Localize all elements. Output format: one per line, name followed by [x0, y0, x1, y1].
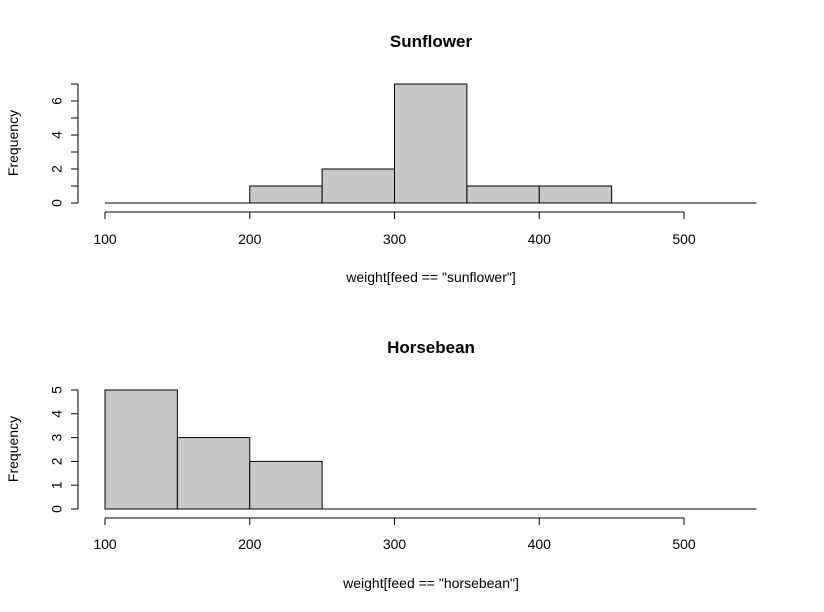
chart-title: Horsebean — [387, 338, 475, 357]
chart-title: Sunflower — [390, 32, 473, 51]
x-tick-label: 400 — [528, 536, 552, 552]
histogram-bar — [394, 83, 468, 204]
x-tick-label: 300 — [383, 231, 407, 247]
x-tick-label: 500 — [672, 536, 696, 552]
x-tick-label: 300 — [383, 536, 407, 552]
y-tick-label: 5 — [49, 386, 65, 394]
y-tick-label: 3 — [49, 433, 65, 441]
histogram-bar — [466, 185, 540, 204]
y-tick-label: 6 — [49, 97, 65, 105]
x-tick-label: 200 — [238, 536, 262, 552]
sunflower-histogram-panel: Sunflower weight[feed == "sunflower"] Fr… — [5, 32, 757, 285]
y-tick-label: 4 — [49, 410, 65, 418]
histogram-bar — [321, 168, 395, 204]
histogram-bar — [104, 389, 178, 510]
bars — [104, 389, 757, 510]
x-tick-label: 400 — [528, 231, 552, 247]
y-tick-label: 1 — [49, 481, 65, 489]
y-tick-label: 0 — [49, 505, 65, 513]
y-tick-label: 4 — [49, 131, 65, 139]
y-tick-label: 2 — [49, 165, 65, 173]
y-axis-label: Frequency — [5, 416, 21, 482]
x-tick-label: 100 — [93, 231, 117, 247]
histogram-bar — [176, 437, 251, 510]
y-axis-label: Frequency — [5, 110, 21, 176]
x-tick-label: 100 — [93, 536, 117, 552]
x-tick-label: 500 — [672, 231, 696, 247]
y-tick-label: 0 — [49, 199, 65, 207]
y-axis: 0 2 4 6 — [49, 83, 79, 207]
bars — [105, 83, 757, 204]
horsebean-histogram-panel: Horsebean weight[feed == "horsebean"] Fr… — [5, 338, 757, 591]
x-axis: 100 200 300 400 500 — [93, 211, 696, 247]
x-axis-label: weight[feed == "horsebean"] — [342, 575, 519, 591]
histogram-bar — [249, 460, 323, 510]
x-tick-label: 200 — [238, 231, 262, 247]
x-axis: 100 200 300 400 500 — [93, 517, 696, 552]
y-tick-label: 2 — [49, 457, 65, 465]
x-axis-label: weight[feed == "sunflower"] — [345, 269, 515, 285]
y-axis: 0 1 2 3 4 5 — [49, 386, 79, 513]
histogram-bar — [249, 185, 323, 204]
histogram-bar — [538, 185, 613, 204]
